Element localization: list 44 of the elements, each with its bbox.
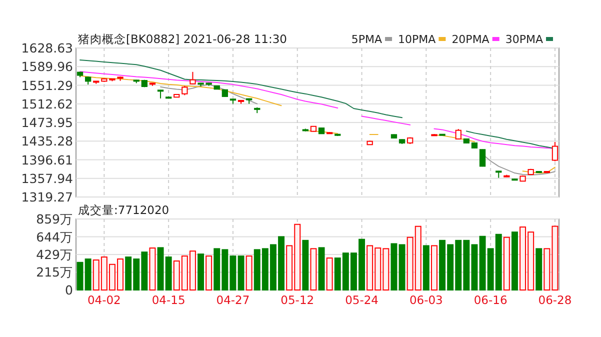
y-tick-label: 0 <box>65 282 74 298</box>
legend-label: 20PMA <box>452 33 490 46</box>
bar <box>503 236 510 290</box>
bar <box>326 258 333 290</box>
bar <box>430 245 438 290</box>
bar <box>511 232 518 290</box>
chart-title: 成交量:7712020 <box>78 203 170 217</box>
legend-label: 10PMA <box>398 33 436 46</box>
bar <box>302 240 309 290</box>
y-tick-label: 644万 <box>36 229 73 244</box>
bar <box>149 248 156 290</box>
bar <box>238 256 244 290</box>
bar <box>536 248 542 290</box>
y-tick-label: 859万 <box>36 212 73 226</box>
y-tick-label: 215万 <box>36 264 73 280</box>
y-tick-label: 1396.61 <box>21 152 73 168</box>
bar <box>390 243 398 290</box>
chart-title: 猪肉概念[BK0882] 2021-06-28 11:30 <box>78 32 287 46</box>
y-tick-label: 429万 <box>36 247 73 262</box>
bar <box>318 247 325 290</box>
y-tick-label: 1319.27 <box>21 190 73 204</box>
y-tick-label: 1512.62 <box>21 96 73 112</box>
bar <box>422 245 430 290</box>
bar <box>198 254 204 290</box>
legend-label: 5PMA <box>351 33 382 46</box>
legend-label: 30PMA <box>505 33 544 46</box>
y-tick-label: 1551.29 <box>21 78 74 93</box>
bar <box>398 244 406 290</box>
y-tick-label: 1589.96 <box>21 59 74 74</box>
x-tick-label: 05-12 <box>280 293 314 307</box>
x-tick-label: 04-02 <box>87 293 121 307</box>
y-tick-label: 1473.95 <box>21 115 73 130</box>
x-tick-label: 05-24 <box>345 293 378 307</box>
x-tick-label: 06-16 <box>474 293 508 307</box>
bar <box>310 248 317 290</box>
x-tick-label: 04-15 <box>152 293 186 307</box>
bar <box>206 256 212 290</box>
x-tick-label: 04-27 <box>216 293 250 307</box>
x-tick-label: 06-28 <box>538 293 572 307</box>
y-tick-label: 1357.94 <box>21 170 74 186</box>
y-tick-label: 1435.28 <box>21 134 74 149</box>
bar <box>246 256 252 290</box>
x-tick-label: 06-03 <box>409 293 443 307</box>
y-tick-label: 1628.63 <box>21 40 73 56</box>
